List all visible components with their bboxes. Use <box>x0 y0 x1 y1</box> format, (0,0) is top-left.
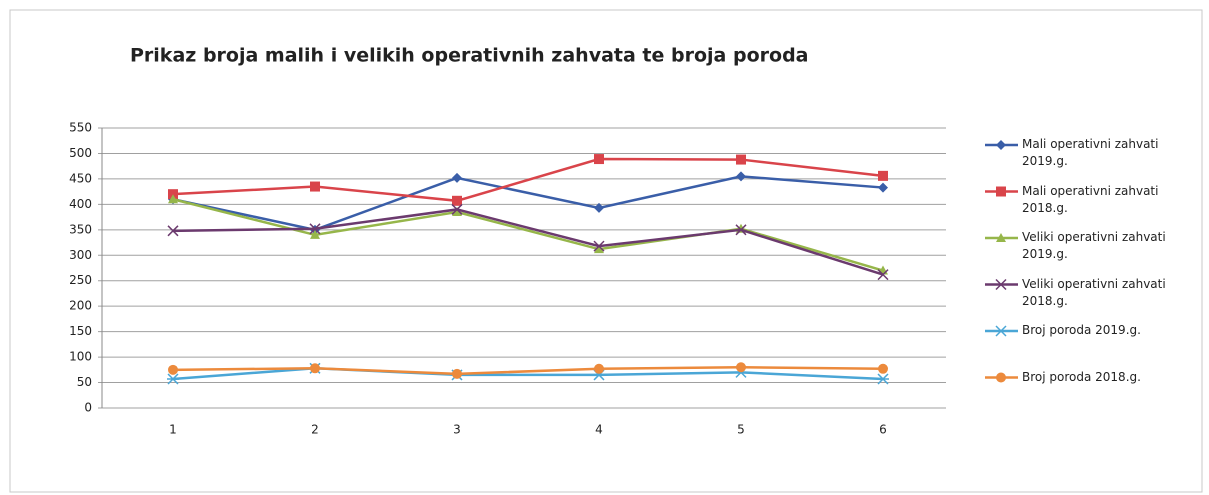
y-tick-label: 350 <box>69 222 92 236</box>
chart-title: Prikaz broja malih i velikih operativnih… <box>130 45 809 67</box>
marker <box>594 244 604 254</box>
marker <box>594 154 604 165</box>
marker <box>167 373 179 385</box>
legend-label: Mali operativni zahvati 2019.g. <box>1022 137 1159 168</box>
marker <box>452 368 462 379</box>
marker <box>594 202 604 213</box>
series-line <box>172 175 884 232</box>
marker <box>594 363 604 374</box>
legend-label: Veliki operativni zahvati 2019.g. <box>1022 230 1166 261</box>
legend-marker <box>996 140 1006 150</box>
y-tick-label: 550 <box>69 121 92 135</box>
x-tick-label: 6 <box>879 423 887 437</box>
marker <box>452 207 462 216</box>
marker <box>452 172 462 183</box>
marker <box>878 363 888 374</box>
marker <box>168 194 178 204</box>
y-tick-label: 200 <box>69 299 92 313</box>
series-line <box>172 157 884 203</box>
marker <box>877 269 889 281</box>
legend-marker <box>996 233 1006 242</box>
marker <box>593 240 605 252</box>
x-tick-label: 1 <box>169 423 177 437</box>
marker <box>167 225 179 237</box>
marker <box>309 223 321 235</box>
marker <box>736 154 746 165</box>
marker <box>735 224 747 236</box>
x-tick-label: 5 <box>737 423 745 437</box>
marker <box>736 171 746 182</box>
marker <box>168 189 178 200</box>
y-tick-label: 0 <box>84 401 92 415</box>
legend-label: Veliki operativni zahvati 2018.g. <box>1022 276 1166 308</box>
marker <box>310 181 320 192</box>
marker <box>451 203 463 215</box>
marker <box>878 182 888 193</box>
series-line <box>172 208 884 276</box>
marker <box>878 170 888 181</box>
y-tick-label: 250 <box>69 273 92 287</box>
legend-label: Mali operativni zahvati 2018.g. <box>1022 183 1159 215</box>
x-tick-label: 3 <box>453 423 461 437</box>
y-tick-label: 150 <box>69 324 92 338</box>
frame <box>9 9 1203 493</box>
y-tick-label: 450 <box>69 171 92 185</box>
marker <box>310 229 320 239</box>
y-tick-label: 300 <box>69 248 92 262</box>
marker <box>877 373 889 385</box>
legend-label: Broj poroda 2018.g. <box>1022 369 1141 384</box>
x-tick-label: 4 <box>595 423 603 437</box>
legend-marker <box>996 186 1006 197</box>
marker <box>168 364 178 375</box>
marker <box>452 195 462 206</box>
legend-marker <box>996 372 1006 383</box>
y-tick-label: 500 <box>69 146 92 160</box>
series-line <box>172 198 884 272</box>
legend-marker <box>995 278 1007 291</box>
series-line <box>172 366 884 376</box>
legend-label: Broj poroda 2019.g. <box>1022 323 1141 337</box>
marker <box>736 362 746 373</box>
legend-marker <box>995 325 1007 337</box>
y-tick-label: 50 <box>77 375 92 389</box>
y-tick-label: 400 <box>69 197 92 211</box>
marker <box>310 363 320 374</box>
series-line <box>172 367 884 381</box>
y-tick-label: 100 <box>69 350 92 364</box>
x-tick-label: 2 <box>311 423 319 437</box>
